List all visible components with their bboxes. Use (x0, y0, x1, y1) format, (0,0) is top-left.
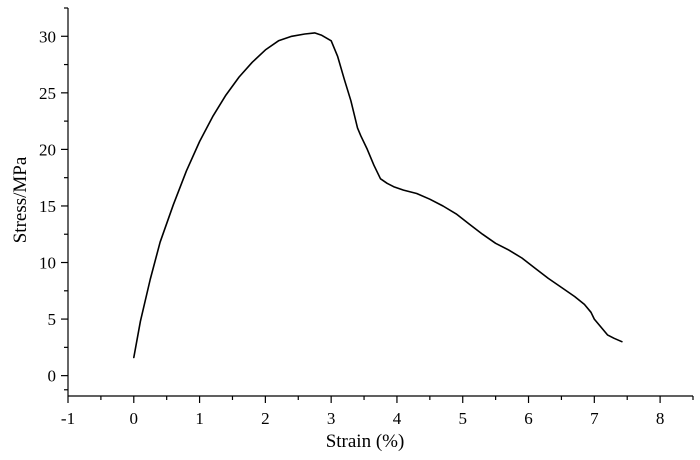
y-tick-label: 25 (39, 84, 56, 103)
x-tick-label: 5 (458, 409, 467, 428)
stress-strain-curve (133, 32, 623, 359)
y-tick-label: 0 (48, 367, 57, 386)
y-axis-title: Stress/MPa (10, 156, 31, 243)
x-tick-label: 7 (590, 409, 599, 428)
x-tick-label: -1 (61, 409, 75, 428)
y-tick-label: 5 (48, 310, 57, 329)
x-axis-title: Strain (%) (326, 431, 405, 452)
x-tick-label: 6 (524, 409, 533, 428)
x-tick-label: 3 (327, 409, 336, 428)
x-tick-label: 8 (656, 409, 665, 428)
y-tick-label: 20 (39, 140, 56, 159)
x-tick-label: 1 (195, 409, 204, 428)
y-tick-label: 15 (39, 197, 56, 216)
x-tick-label: 0 (130, 409, 139, 428)
y-tick-label: 10 (39, 254, 56, 273)
y-tick-label: 30 (39, 27, 56, 46)
x-tick-label: 4 (393, 409, 402, 428)
plot-area: -1 0 1 2 3 4 5 6 7 8 0 5 10 15 20 25 30 (39, 7, 694, 428)
x-tick-label: 2 (261, 409, 270, 428)
